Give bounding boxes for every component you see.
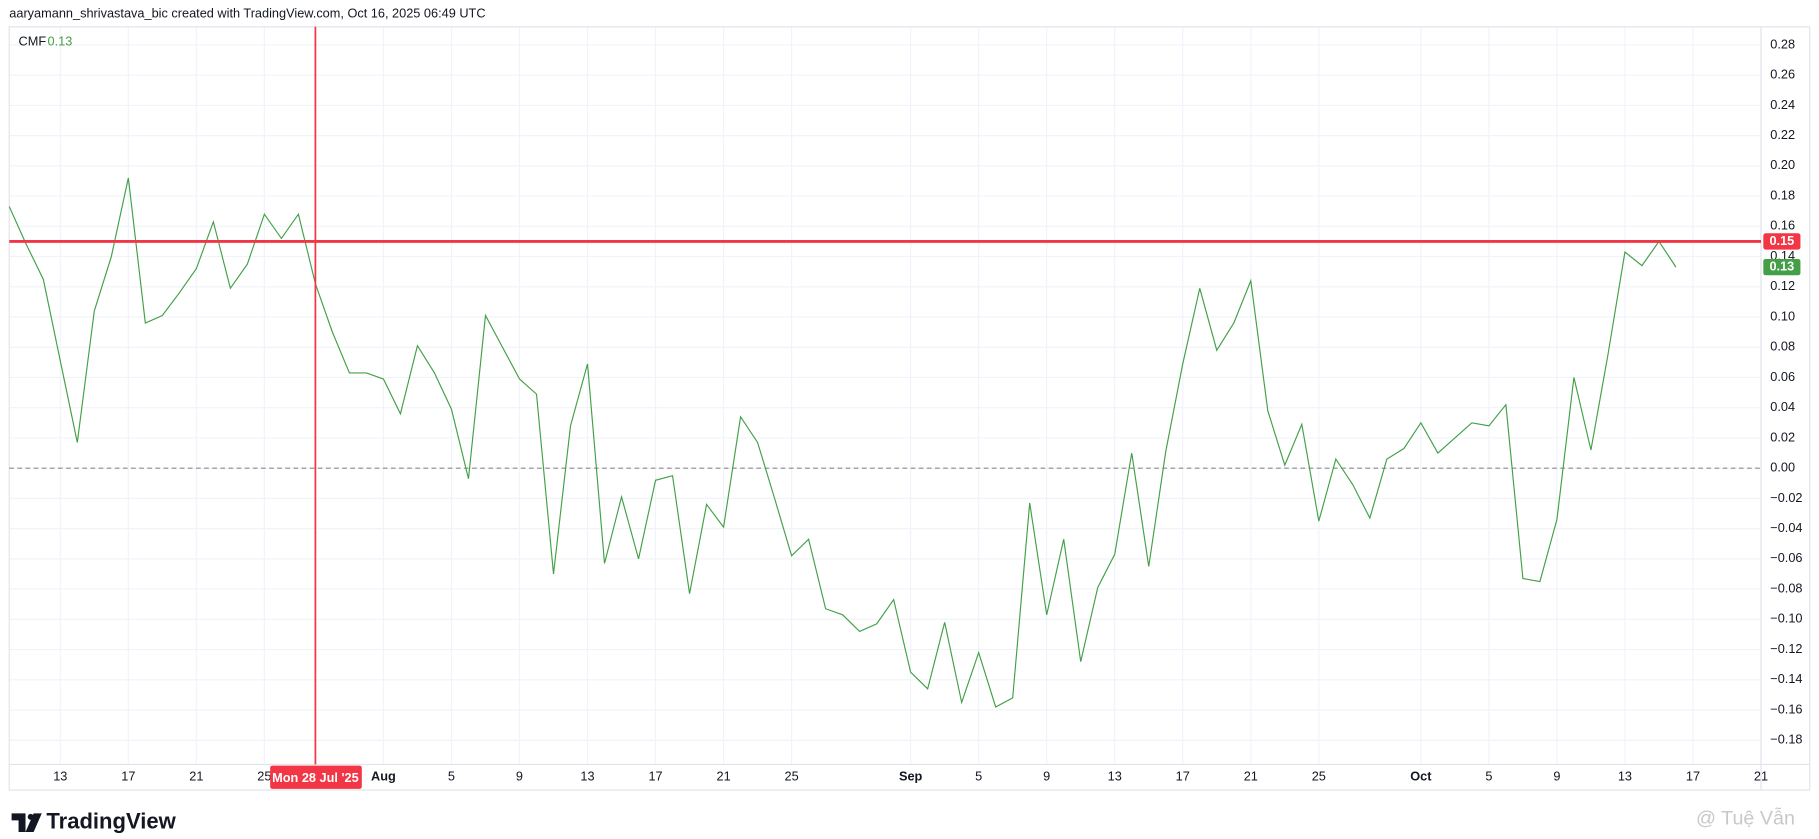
grid: [9, 26, 1762, 765]
attribution: aaryamann_shrivastava_bic created with T…: [9, 5, 485, 20]
x-tick-label: 25: [785, 769, 799, 784]
x-tick-label: 13: [1618, 769, 1632, 784]
y-tick-label: −0.02: [1770, 490, 1802, 505]
legend-value: 0.13: [48, 33, 73, 48]
y-tick-label: −0.14: [1770, 671, 1802, 686]
brand-name: TradingView: [46, 808, 176, 833]
x-tick-label: 13: [53, 769, 67, 784]
y-tick-label: 0.10: [1770, 308, 1795, 323]
y-tick-label: −0.16: [1770, 701, 1802, 716]
crosshair-x-label: Mon 28 Jul '25: [272, 770, 359, 785]
x-tick-label: 25: [257, 769, 271, 784]
y-tick-label: −0.08: [1770, 580, 1802, 595]
x-tick-label: 21: [716, 769, 730, 784]
y-tick-label: 0.16: [1770, 218, 1795, 233]
x-tick-label: 9: [1553, 769, 1560, 784]
x-tick-label: 17: [648, 769, 662, 784]
x-tick-label: 5: [975, 769, 982, 784]
crosshair-y-label: 0.15: [1769, 233, 1794, 248]
x-tick-label: Oct: [1410, 769, 1432, 784]
x-tick-label: 9: [1043, 769, 1050, 784]
y-tick-label: 0.20: [1770, 157, 1795, 172]
x-tick-label: 17: [1686, 769, 1700, 784]
legend-name: CMF: [19, 33, 47, 48]
y-tick-label: 0.04: [1770, 399, 1795, 414]
logo-slash: [25, 813, 42, 833]
y-tick-label: 0.02: [1770, 429, 1795, 444]
crosshair-x-tag: [270, 765, 362, 789]
y-tick-label: 0.22: [1770, 127, 1795, 142]
y-tick-label: −0.10: [1770, 611, 1802, 626]
y-tick-label: 0.08: [1770, 339, 1795, 354]
y-tick-label: −0.06: [1770, 550, 1802, 565]
brand-logo: [11, 813, 42, 833]
y-tick-label: 0.00: [1770, 460, 1795, 475]
y-tick-label: −0.12: [1770, 641, 1802, 656]
y-tick-label: 0.06: [1770, 369, 1795, 384]
x-tick-label: 5: [448, 769, 455, 784]
x-tick-label: 21: [1244, 769, 1258, 784]
y-tick-label: 0.18: [1770, 187, 1795, 202]
x-tick-label: 13: [580, 769, 594, 784]
overlay: 0.280.260.240.220.200.180.160.140.120.10…: [9, 26, 1803, 789]
x-tick-label: 5: [1485, 769, 1492, 784]
y-tick-label: 0.12: [1770, 278, 1795, 293]
y-tick-label: 0.24: [1770, 97, 1795, 112]
y-tick-label: 0.26: [1770, 67, 1795, 82]
watermark: @ Tuệ Vẫn: [1696, 806, 1795, 829]
chart-frame: [8, 26, 1811, 791]
x-tick-label: 13: [1108, 769, 1122, 784]
y-tick-label: −0.18: [1770, 732, 1802, 747]
series-line: [8, 177, 1677, 708]
x-tick-label: 9: [516, 769, 523, 784]
y-tick-label: 0.28: [1770, 36, 1795, 51]
logo-shape: [11, 813, 26, 833]
last-value-label: 0.13: [1769, 258, 1794, 273]
x-tick-label: Aug: [371, 769, 396, 784]
crosshair-y-tag: [1763, 233, 1801, 250]
x-tick-label: 21: [1754, 769, 1768, 784]
plot: [8, 177, 1761, 708]
x-tick-label: 17: [1176, 769, 1190, 784]
x-tick-label: Sep: [899, 769, 923, 784]
x-tick-label: 25: [1312, 769, 1326, 784]
last-value-tag: [1763, 258, 1801, 276]
y-tick-label: −0.04: [1770, 520, 1802, 535]
x-tick-label: 21: [189, 769, 203, 784]
x-tick-label: 17: [121, 769, 135, 784]
